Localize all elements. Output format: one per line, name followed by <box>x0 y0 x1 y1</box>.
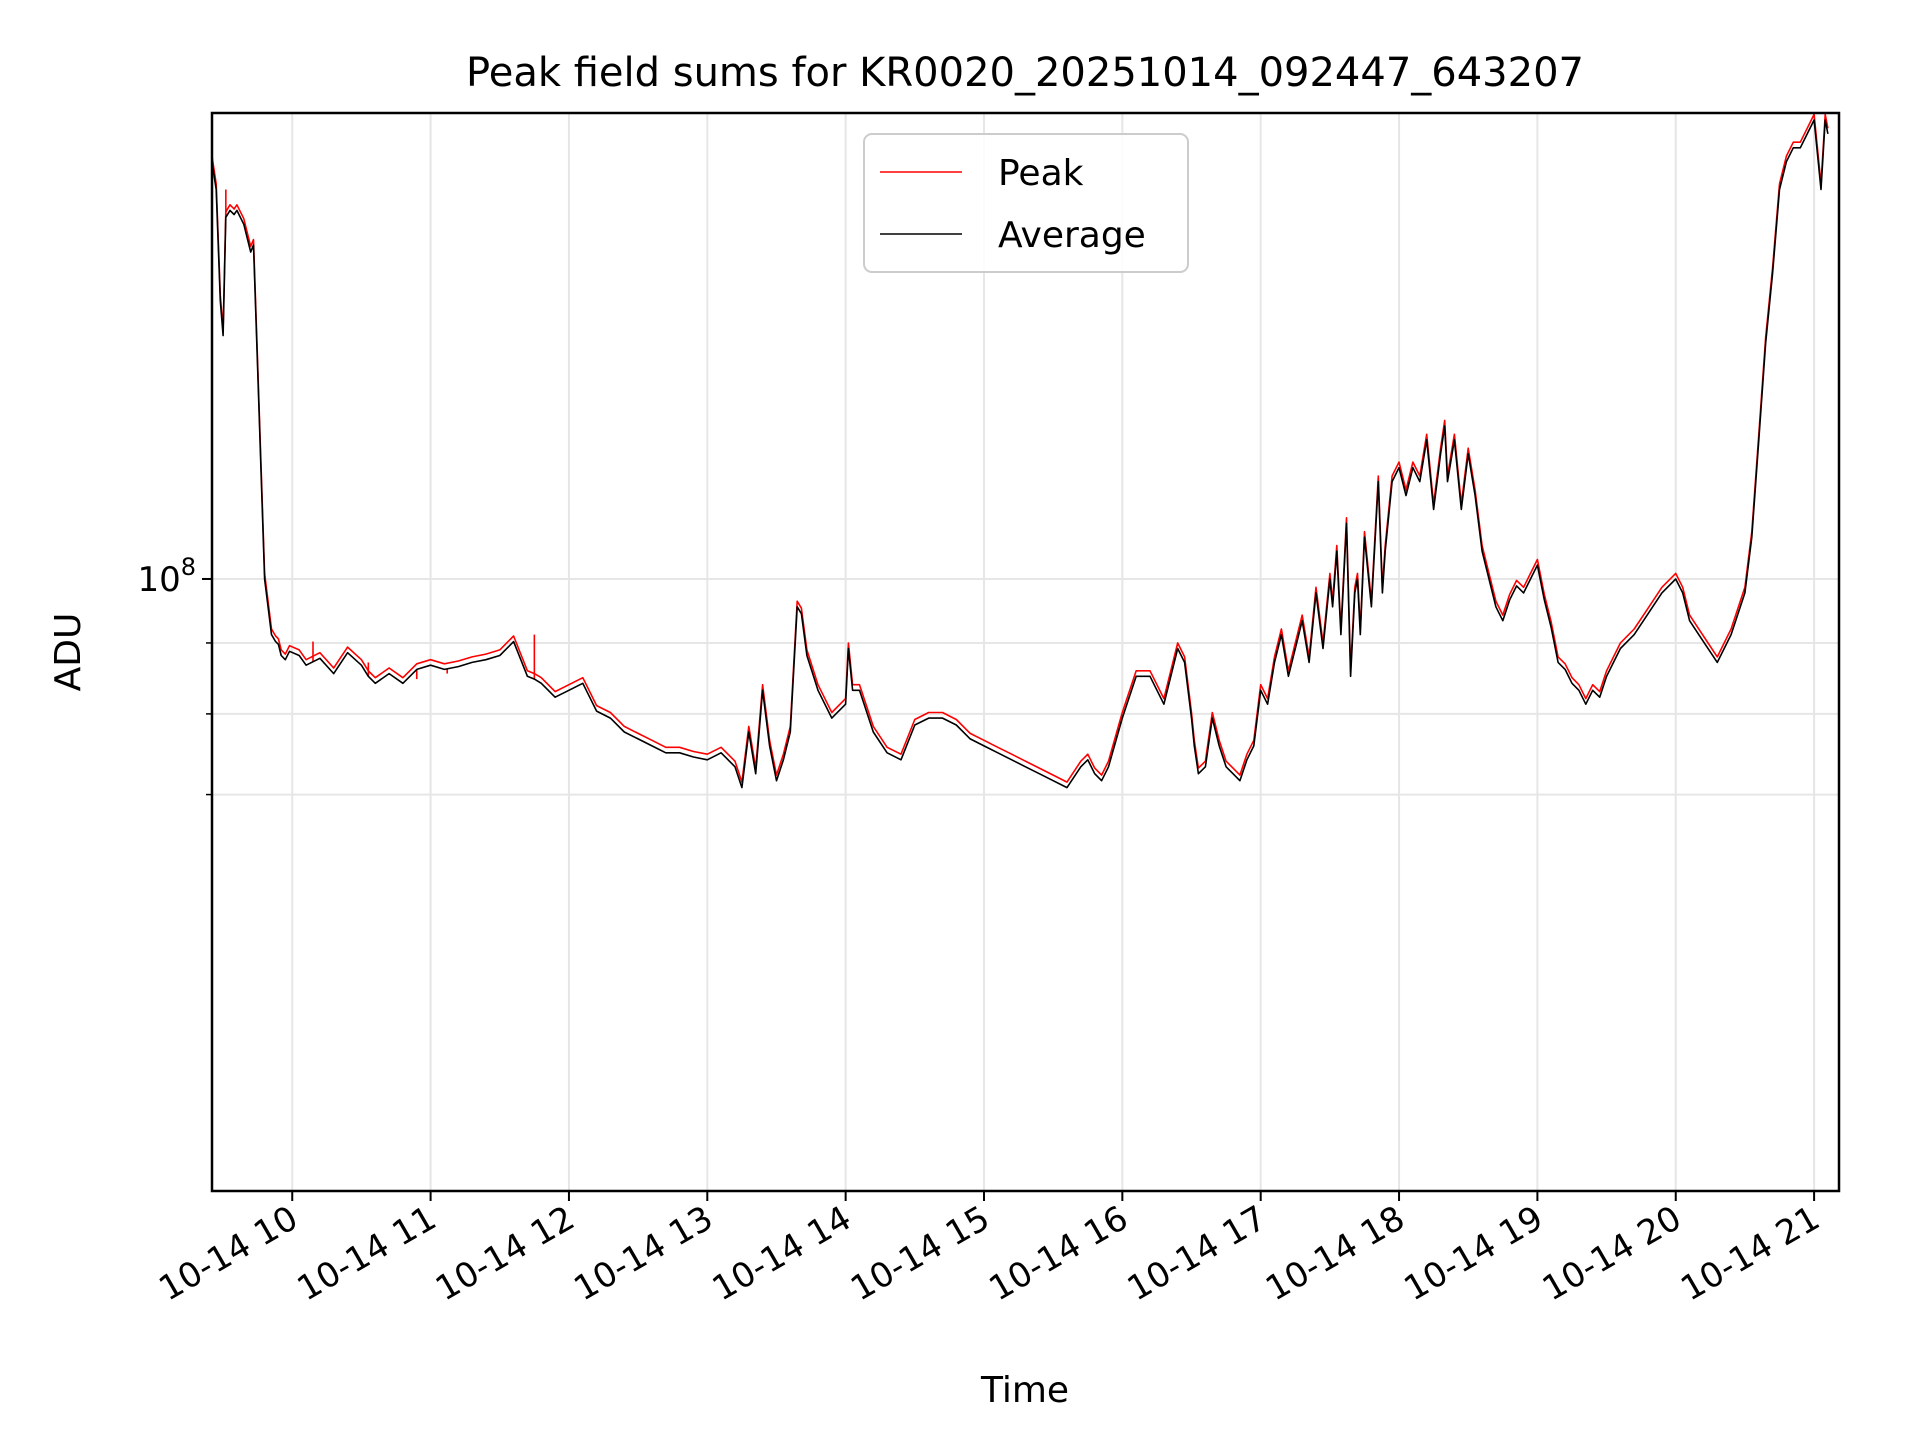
y-axis-ticks: 108 <box>137 553 212 796</box>
series-group <box>211 113 1829 789</box>
series-line-peak <box>211 113 1829 783</box>
legend-box <box>863 133 1189 273</box>
y-axis-label: ADU <box>48 613 89 692</box>
legend-label-peak: Peak <box>998 153 1084 194</box>
x-axis-label: Time <box>980 1370 1069 1411</box>
legend: Peak Average <box>863 133 1189 273</box>
gridlines <box>212 113 1839 1191</box>
y-tick-label: 108 <box>137 553 196 600</box>
plot-frame <box>210 111 1841 1193</box>
y-tick-label-base: 10 <box>137 560 180 600</box>
legend-label-average: Average <box>998 215 1146 256</box>
y-tick-label-exponent: 8 <box>181 553 196 581</box>
chart-title: Peak field sums for KR0020_20251014_0924… <box>466 50 1584 96</box>
series-line-average <box>211 119 1829 789</box>
